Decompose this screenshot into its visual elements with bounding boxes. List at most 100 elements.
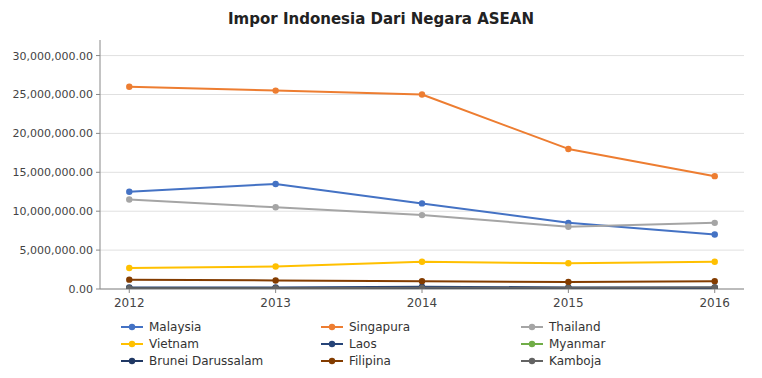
legend-item: Laos [321,337,377,351]
y-tick [96,172,100,173]
point [565,279,571,285]
point [565,284,571,289]
point [272,87,278,93]
y-tick-label: 10,000,000.00 [13,205,93,218]
point [712,173,718,179]
grid-line [100,250,744,251]
plot-area [126,83,718,289]
point [712,220,718,226]
point [565,224,571,230]
x-tick [568,289,569,293]
y-tick-label: 0.00 [69,283,94,296]
x-tick [129,289,130,293]
series [126,284,718,289]
grid-line [100,211,744,212]
legend-item: Vietnam [121,337,199,351]
y-tick [96,211,100,212]
point [712,278,718,284]
x-tick-label: 2014 [407,296,438,310]
point [712,259,718,265]
x-tick-label: 2013 [260,296,291,310]
y-tick [96,94,100,95]
point [565,260,571,266]
y-tick [96,250,100,251]
point [126,276,132,282]
series [126,276,718,285]
x-tick-label: 2012 [114,296,145,310]
y-tick-label: 30,000,000.00 [13,50,93,63]
point [565,285,571,289]
legend-label: Malaysia [149,320,201,334]
point [712,284,718,289]
point [126,285,132,289]
legend-swatch-marker [329,358,335,364]
point [419,285,425,289]
x-tick-label: 2015 [553,296,584,310]
point [272,285,278,289]
point [126,285,132,289]
y-axis-line [100,40,101,289]
point [126,285,132,289]
point [272,277,278,283]
legend-item: Malaysia [121,320,201,334]
legend-label: Vietnam [149,337,199,351]
x-tick [714,289,715,293]
legend-item: Brunei Darussalam [121,354,263,368]
y-tick-label: 5,000,000.00 [20,244,93,257]
point [419,278,425,284]
point [126,284,132,289]
point [565,285,571,289]
point [419,212,425,218]
y-tick-label: 15,000,000.00 [13,166,93,179]
series [126,285,718,289]
legend-swatch-marker [129,341,135,347]
point [272,263,278,269]
point [419,285,425,289]
point [272,284,278,289]
point [126,189,132,195]
legend-swatch-marker [529,341,535,347]
y-tick-label: 20,000,000.00 [13,127,93,140]
grid-line [100,55,744,56]
legend-swatch-marker [329,324,335,330]
point [272,204,278,210]
legend-item: Myanmar [521,337,605,351]
x-tick [275,289,276,293]
legend-label: Thailand [548,320,601,334]
series [126,83,718,179]
point [712,231,718,237]
line [129,87,714,176]
point [565,285,571,289]
legend-swatch-marker [329,341,335,347]
legend-swatch-marker [129,324,135,330]
y-tick [96,55,100,56]
point [126,196,132,202]
y-tick [96,289,100,290]
point [419,91,425,97]
legend-label: Kamboja [549,354,601,368]
legend-item: Kamboja [521,354,601,368]
grid-line [100,133,744,134]
series [126,181,718,238]
y-tick [96,133,100,134]
legend-swatch-marker [129,358,135,364]
legend-item: Thailand [521,320,601,334]
x-tick [422,289,423,293]
chart: Impor Indonesia Dari Negara ASEAN 0.00 5,0… [0,0,762,378]
series [126,285,718,289]
legend-item: Filipina [321,354,391,368]
legend-label: Myanmar [549,337,605,351]
title: Impor Indonesia Dari Negara ASEAN [228,10,534,28]
point [272,181,278,187]
legend: Malaysia Singapura Thailand Vietnam Laos Myan… [121,320,605,368]
legend-label: Brunei Darussalam [149,354,263,368]
point [419,285,425,289]
legend-label: Singapura [349,320,410,334]
axes: 0.00 5,000,000.00 10,000,000.00 15,000,000.… [13,40,744,310]
point [565,146,571,152]
point [272,285,278,289]
legend-label: Filipina [349,354,391,368]
legend-swatch-marker [529,358,535,364]
line [129,200,714,227]
series [126,259,718,272]
